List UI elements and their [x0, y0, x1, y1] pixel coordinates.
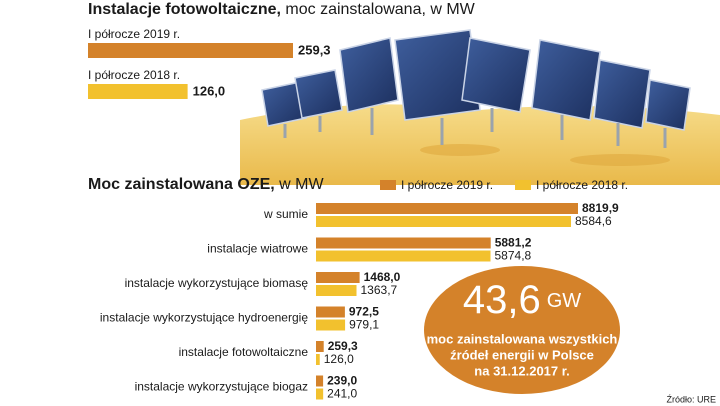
chart-title-text: Instalacje fotowoltaiczne, [88, 1, 281, 18]
callout-line: na 31.12.2017 r. [474, 363, 569, 378]
category-label: instalacje wiatrowe [207, 242, 308, 256]
callout: 43,6 GW moc zainstalowana wszystkich źród… [424, 266, 620, 394]
legend-label: I półrocze 2018 r. [536, 178, 628, 192]
legend-swatch [380, 180, 396, 190]
category-label: instalacje wykorzystujące hydroenergię [100, 311, 308, 325]
callout-unit: GW [547, 290, 582, 312]
bar [316, 306, 345, 318]
value-label: 1468,0 [364, 270, 401, 284]
category-label: instalacje fotowoltaiczne [179, 345, 309, 359]
callout-headline: 43,6 GW [463, 278, 581, 322]
bar [88, 43, 293, 58]
value-label: 979,1 [349, 318, 379, 332]
legend-swatch [515, 180, 531, 190]
category-label: I półrocze 2019 r. [88, 27, 180, 41]
category-label: instalacje wykorzystujące biomasę [125, 276, 309, 290]
bar [316, 375, 324, 387]
value-label: 259,3 [328, 339, 358, 353]
callout-value: 43,6 [463, 278, 541, 322]
chart-title: Moc zainstalowana OZE, w MW [88, 176, 324, 193]
bar [316, 237, 491, 249]
bar [316, 341, 324, 352]
bar [316, 285, 357, 296]
chart-title-text: Moc zainstalowana OZE, [88, 176, 275, 193]
value-label: 241,0 [327, 387, 357, 401]
bar [316, 388, 324, 400]
value-label: 972,5 [349, 305, 379, 319]
value-label: 5874,8 [495, 249, 532, 263]
value-label: 126,0 [324, 352, 354, 366]
legend-label: I półrocze 2019 r. [401, 178, 493, 192]
bar [316, 203, 578, 214]
value-label: 126,0 [193, 83, 226, 98]
category-label: instalacje wykorzystujące biogaz [135, 380, 308, 394]
value-label: 239,0 [327, 374, 357, 388]
bar [316, 272, 360, 283]
bar [316, 216, 572, 227]
bar [316, 354, 320, 365]
category-label: I półrocze 2018 r. [88, 68, 180, 82]
value-label: 8819,9 [582, 201, 619, 215]
value-label: 259,3 [298, 42, 331, 57]
value-label: 5881,2 [495, 236, 532, 250]
callout-line: źródeł energii w Polsce [450, 347, 594, 362]
chart-subtitle: moc zainstalowana, w MW [285, 1, 475, 18]
bar [88, 84, 188, 99]
chart-subtitle: w MW [278, 176, 324, 193]
value-label: 1363,7 [361, 283, 398, 297]
bar [316, 319, 346, 331]
source: Źródło: URE [666, 394, 716, 404]
chart-title: Instalacje fotowoltaiczne, moc zainstalo… [88, 1, 476, 18]
callout-line: moc zainstalowana wszystkich [427, 331, 618, 346]
callout-bubble [424, 266, 620, 394]
value-label: 8584,6 [575, 214, 612, 228]
desert-illustration [240, 29, 720, 185]
category-label: w sumie [263, 207, 308, 221]
bar [316, 250, 491, 262]
